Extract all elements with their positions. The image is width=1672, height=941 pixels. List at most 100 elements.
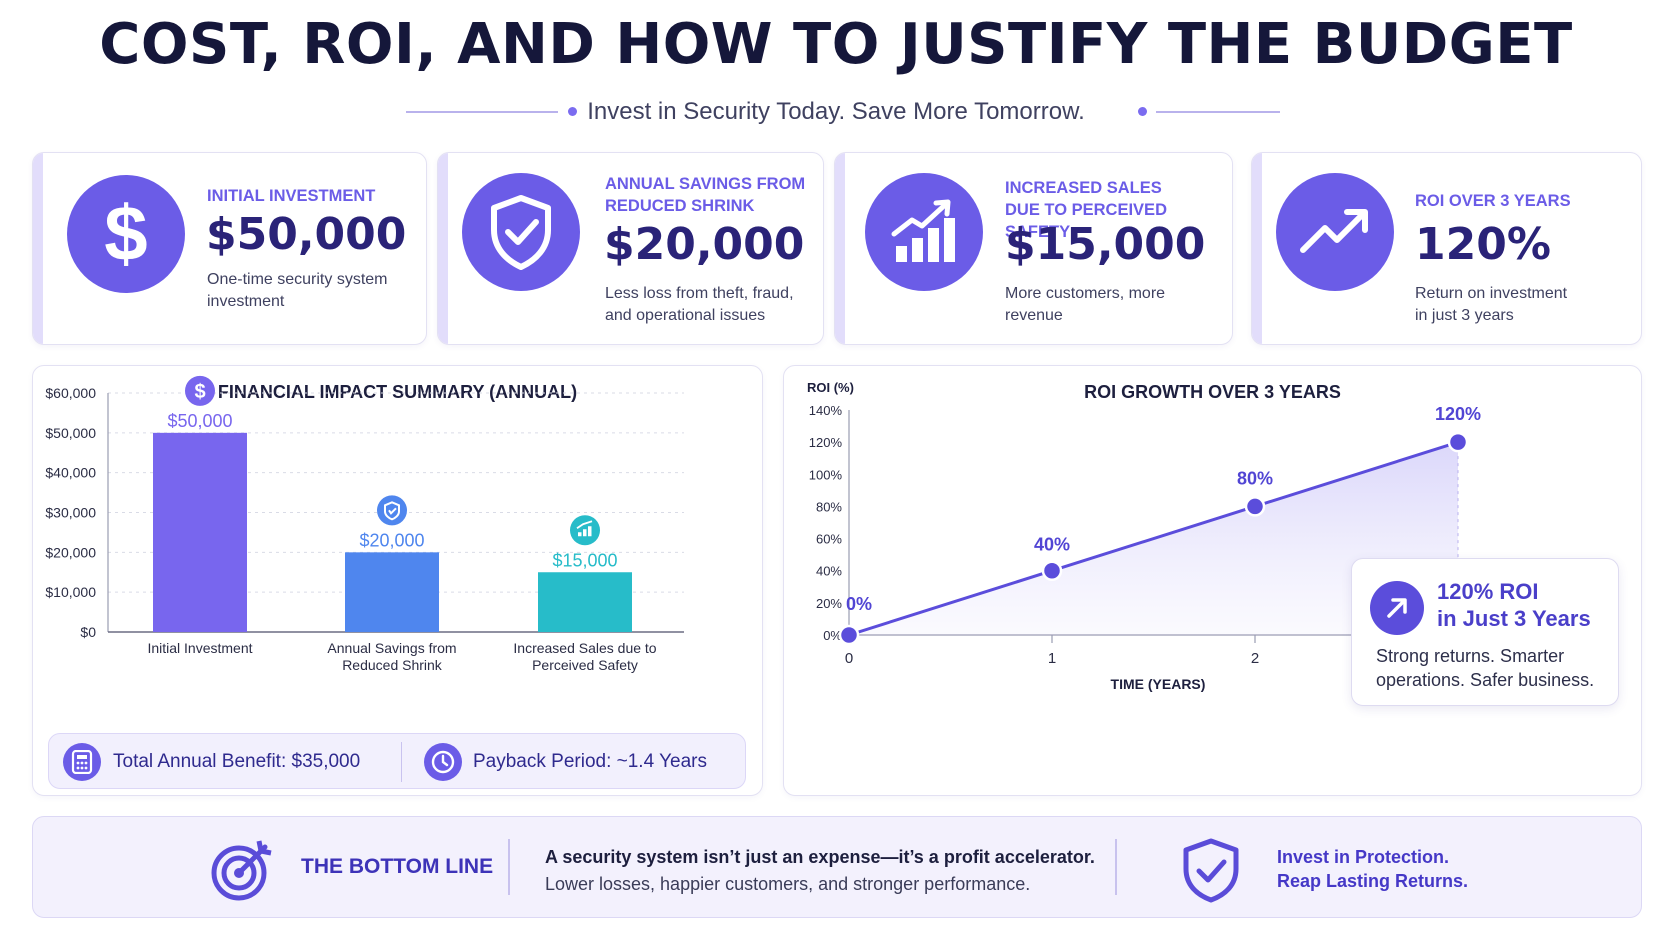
x-tick-label: Increased Sales due to	[513, 640, 656, 656]
kpi-desc-line-2: revenue	[1005, 307, 1063, 324]
bar	[538, 572, 632, 632]
kpi-label-line-2: DUE TO PERCEIVED SAFETY	[1005, 201, 1167, 241]
point-label: 120%	[1435, 404, 1481, 424]
kpi-desc-line-2: investment	[207, 293, 285, 310]
y-tick-label: $40,000	[45, 465, 96, 481]
kpi-label: ROI OVER 3 YEARS	[1415, 192, 1571, 210]
subtitle-line-right	[1156, 111, 1280, 113]
kpi-desc-line-2: and operational issues	[605, 307, 766, 324]
bottom-line-banner: THE BOTTOM LINE A security system isn’t …	[32, 816, 1642, 918]
y-tick-label: 0%	[823, 628, 842, 643]
data-point	[1244, 496, 1266, 517]
summary-bar: Total Annual Benefit: $35,000 Payback Pe…	[48, 733, 746, 789]
clock-icon	[424, 743, 462, 781]
roi-callout: 120% ROI in Just 3 Years Strong returns.…	[1351, 558, 1619, 706]
bottom-line-statement: A security system isn’t just an expense—…	[545, 847, 1095, 867]
x-tick-label: Annual Savings from	[327, 640, 456, 656]
shield-check-icon	[1181, 837, 1241, 908]
subtitle-line-left	[406, 111, 558, 113]
y-tick-label: 100%	[809, 467, 843, 482]
y-tick-label: 20%	[816, 596, 842, 611]
kpi-desc-line-1: More customers, more	[1005, 285, 1166, 302]
point-label: 0%	[846, 594, 872, 614]
chart-icon	[570, 515, 600, 546]
card-accent	[1252, 153, 1262, 344]
kpi-value: 120%	[1415, 219, 1551, 270]
kpi-value: $20,000	[604, 219, 805, 270]
bar-data-label: $20,000	[359, 530, 424, 550]
kpi-label-line-2: REDUCED SHRINK	[605, 197, 755, 215]
card-accent	[835, 153, 845, 344]
data-point	[1447, 431, 1469, 453]
y-tick-label: $30,000	[45, 505, 96, 521]
dollar-icon: $	[67, 175, 185, 293]
point-label: 80%	[1237, 468, 1273, 488]
dollar-glyph: $	[194, 381, 205, 403]
target-icon	[209, 837, 275, 908]
page-subtitle: Invest in Security Today. Save More Tomo…	[587, 98, 1085, 125]
bar-glyph	[583, 529, 587, 537]
icon-badge	[185, 375, 215, 406]
y-tick-label: 140%	[809, 403, 843, 418]
y-axis-label: ROI (%)	[807, 380, 854, 395]
bottom-line-label: THE BOTTOM LINE	[301, 855, 494, 878]
icon-badge	[377, 495, 407, 526]
line-chart-title: ROI GROWTH OVER 3 YEARS	[1084, 382, 1341, 402]
y-tick-label: $50,000	[45, 425, 96, 441]
arrow-up-right-icon	[1370, 581, 1424, 635]
payback-period: Payback Period: ~1.4 Years	[473, 751, 707, 772]
bar	[153, 432, 247, 632]
trend-glyph	[576, 520, 593, 529]
y-tick-label: 80%	[816, 499, 842, 514]
page-title: COST, ROI, AND HOW TO JUSTIFY THE BUDGET	[99, 12, 1573, 77]
bar	[345, 552, 439, 632]
trend-up-icon	[1276, 173, 1394, 291]
kpi-card-roi: ROI OVER 3 YEARS 120% Return on investme…	[1251, 152, 1642, 345]
callout-body-line-2: operations. Safer business.	[1376, 670, 1595, 690]
card-accent	[438, 153, 448, 344]
y-tick-label: $10,000	[45, 584, 96, 600]
y-tick-label: 60%	[816, 532, 842, 547]
subtitle-row: Invest in Security Today. Save More Tomo…	[0, 94, 1672, 130]
check-glyph	[388, 507, 397, 515]
callout-head-line-2: in Just 3 Years	[1437, 606, 1591, 631]
data-point	[838, 624, 860, 646]
bar-chart-title: FINANCIAL IMPACT SUMMARY (ANNUAL)	[217, 382, 578, 402]
dollar-icon: $	[185, 375, 215, 406]
total-annual-benefit: Total Annual Benefit: $35,000	[113, 751, 361, 772]
x-tick-label: 1	[1048, 650, 1056, 667]
svg-text:$: $	[104, 194, 147, 274]
bar-chart: $0 $10,000 $20,000 $30,000 $40,000 $50,000 $60…	[45, 375, 684, 673]
bottom-divider-1	[508, 839, 510, 895]
shield-check-icon	[462, 173, 580, 291]
bar-glyph	[578, 532, 582, 537]
y-tick-label: 120%	[809, 435, 843, 450]
shield-icon	[377, 495, 407, 526]
kpi-value: $50,000	[206, 209, 407, 260]
bottom-line-subtext: Lower losses, happier customers, and str…	[545, 874, 1031, 894]
kpi-label-line-1: INCREASED SALES	[1005, 179, 1162, 197]
kpi-label-line-1: ANNUAL SAVINGS FROM	[605, 175, 806, 193]
summary-divider	[401, 742, 402, 782]
x-axis-label: TIME (YEARS)	[1111, 676, 1206, 692]
line-chart: ROI (%)0%20%40%60%80%100%120%140%0123TIM…	[807, 380, 1483, 692]
y-tick-label: $60,000	[45, 385, 96, 401]
callout-head-line-1: 120% ROI	[1437, 579, 1539, 604]
kpi-label: INITIAL INVESTMENT	[207, 187, 376, 205]
x-tick-label: Initial Investment	[147, 640, 252, 656]
kpi-card-increased-sales: INCREASED SALES DUE TO PERCEIVED SAFETY …	[834, 152, 1233, 345]
bottom-tagline-2: Reap Lasting Returns.	[1277, 871, 1469, 891]
x-tick-label: Reduced Shrink	[342, 657, 443, 673]
y-tick-label: 40%	[816, 564, 842, 579]
kpi-desc-line-2: in just 3 years	[1415, 307, 1514, 324]
x-tick-label: 0	[845, 650, 853, 667]
subtitle-dot-right	[1138, 107, 1147, 116]
data-point	[1041, 560, 1063, 581]
card-accent	[33, 153, 43, 344]
kpi-desc-line-1: One-time security system	[207, 271, 388, 288]
point-label: 40%	[1034, 535, 1070, 555]
kpi-card-annual-savings: ANNUAL SAVINGS FROM REDUCED SHRINK $20,0…	[437, 152, 824, 345]
x-tick-label: 2	[1251, 650, 1259, 667]
subtitle-dot-left	[568, 107, 577, 116]
growth-chart-icon	[865, 173, 983, 291]
